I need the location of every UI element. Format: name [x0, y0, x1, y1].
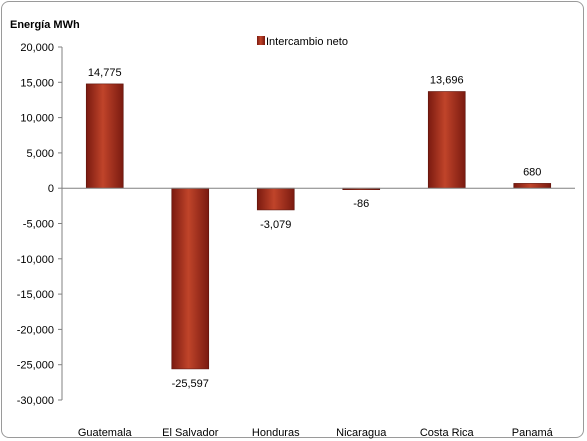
bar-honduras [256, 187, 295, 211]
y-tick-label: -30,000 [17, 395, 54, 407]
x-category-label: Guatemala [78, 427, 133, 439]
x-category-label: Costa Rica [420, 427, 475, 439]
y-tick-label: -25,000 [17, 360, 54, 372]
x-category-label: Nicaragua [336, 427, 387, 439]
x-category-label: El Salvador [162, 427, 219, 439]
bars: 14,775 -25,597 -3,079 -86 13,696 680 [85, 67, 552, 390]
y-tick-label: 15,000 [20, 77, 54, 89]
y-tick-label: 0 [48, 183, 54, 195]
x-category-label: Panamá [512, 427, 554, 439]
legend-swatch [257, 36, 265, 45]
legend: Intercambio neto [257, 36, 348, 48]
data-label: 680 [523, 166, 541, 178]
x-category-label: Honduras [252, 427, 300, 439]
bar-el-salvador [171, 187, 210, 370]
bar-guatemala [85, 83, 124, 189]
y-tick-label: -5,000 [23, 219, 54, 231]
y-tick-label: 5,000 [26, 148, 54, 160]
bar-panam [513, 183, 552, 189]
y-tick-label: 20,000 [20, 42, 54, 54]
y-axis: 20,000 15,000 10,000 5,000 0 -5,000 -10,000 -15… [17, 42, 63, 407]
data-label: -3,079 [260, 219, 291, 231]
y-tick-label: -15,000 [17, 289, 54, 301]
y-tick-label: -10,000 [17, 254, 54, 266]
data-label: -25,597 [172, 378, 209, 390]
x-axis: Guatemala El Salvador Honduras Nicaragua Cos… [62, 187, 575, 439]
y-axis-unit-label: Energía MWh [10, 19, 80, 31]
legend-label: Intercambio neto [266, 36, 348, 48]
data-label: 14,775 [88, 67, 122, 79]
data-label: 13,696 [430, 75, 464, 87]
bar-costa-rica [427, 91, 466, 189]
y-tick-label: 10,000 [20, 113, 54, 125]
data-label: -86 [353, 198, 369, 210]
y-tick-label: -20,000 [17, 324, 54, 336]
